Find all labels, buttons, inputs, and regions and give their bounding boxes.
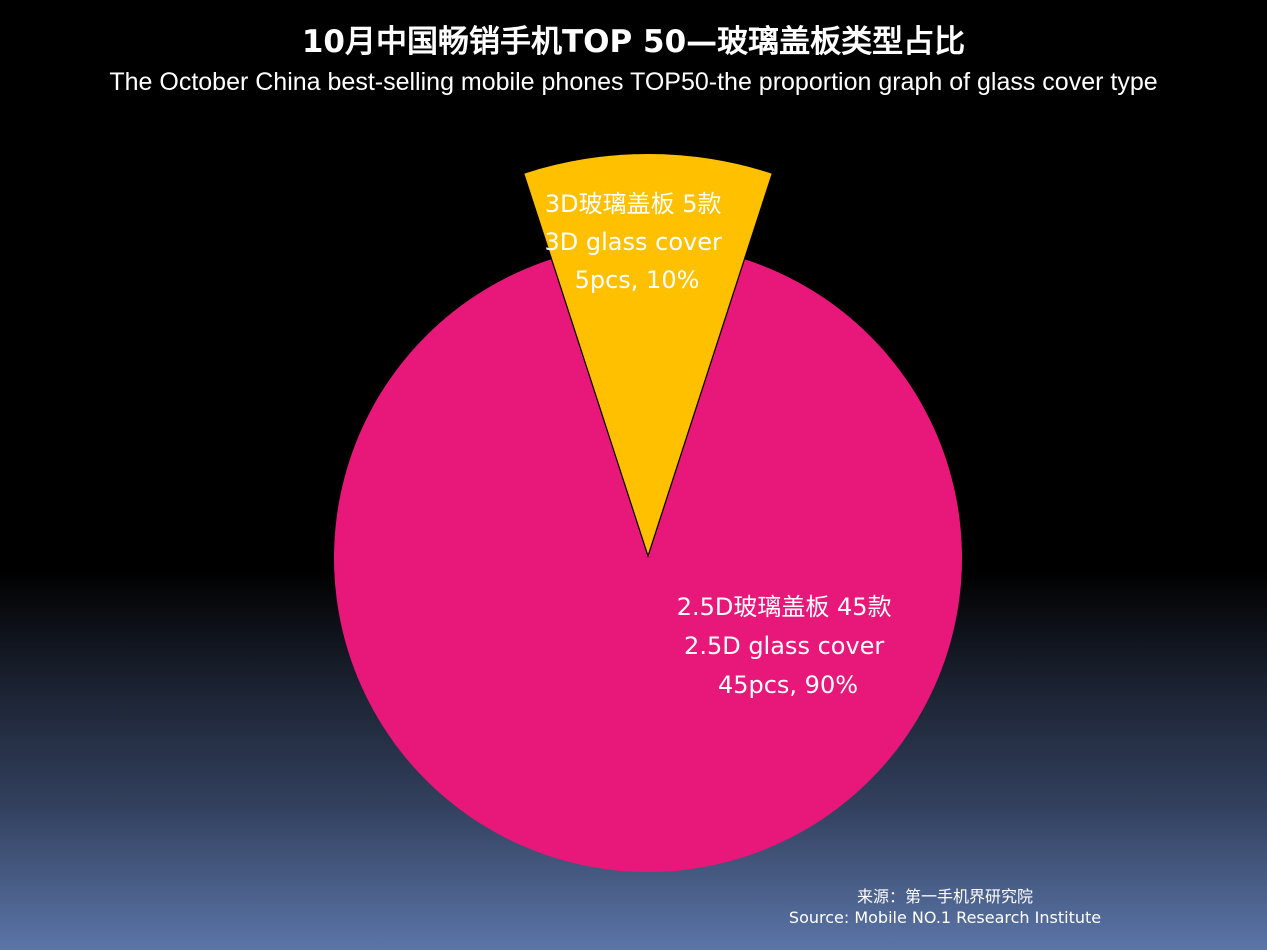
source-line-en: Source: Mobile NO.1 Research Institute xyxy=(788,908,1102,927)
chart-subtitle: The October China best-selling mobile ph… xyxy=(109,68,1158,96)
slice-label-2-5d-line-en: 2.5D glass cover xyxy=(684,632,884,660)
slice-label-3d-line-cn: 3D玻璃盖板 5款 xyxy=(545,190,722,218)
source-note: 来源：第一手机界研究院 Source: Mobile NO.1 Research… xyxy=(760,886,1130,928)
pie-slice-2-5d-glass-cover xyxy=(333,259,963,873)
source-line-cn: 来源：第一手机界研究院 xyxy=(856,887,1033,906)
slice-label-3d: 3D玻璃盖板 5款 3D glass cover 5pcs, 10% xyxy=(545,190,730,294)
slice-label-3d-line-en: 3D glass cover xyxy=(545,228,722,256)
slice-label-2-5d-line-cn: 2.5D玻璃盖板 45款 xyxy=(677,593,892,621)
slice-label-2-5d-line-value: 45pcs, 90% xyxy=(718,671,858,699)
chart-title: 10月中国畅销手机TOP 50—玻璃盖板类型占比 xyxy=(301,24,966,60)
slice-label-2-5d: 2.5D玻璃盖板 45款 2.5D glass cover 45pcs, 90% xyxy=(677,593,899,699)
pie-slice-3d-glass-cover xyxy=(524,154,772,554)
slice-label-3d-line-value: 5pcs, 10% xyxy=(575,266,700,294)
